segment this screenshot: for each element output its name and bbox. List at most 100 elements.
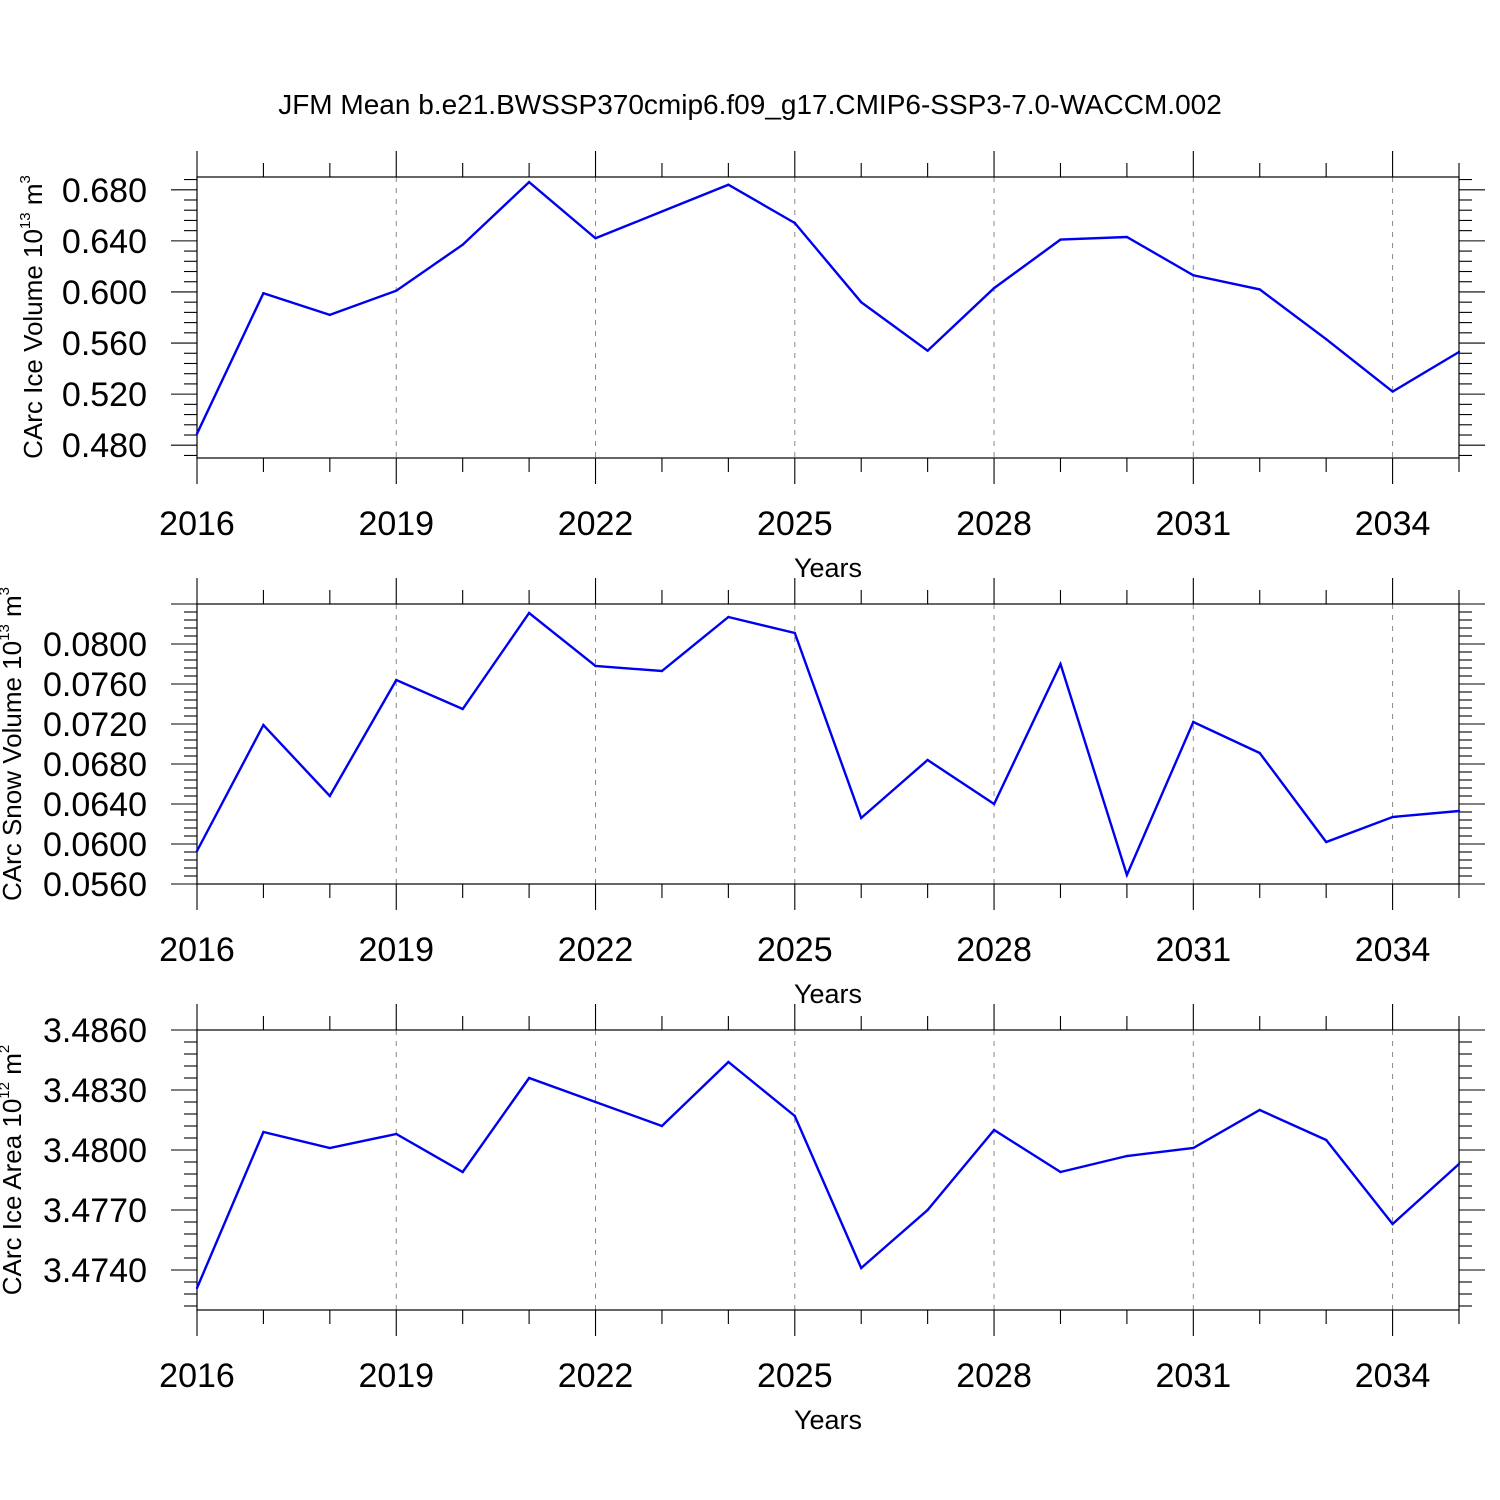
data-point <box>195 1286 199 1290</box>
y-tick-label: 0.600 <box>62 274 147 312</box>
data-point <box>1324 1138 1328 1142</box>
x-tick-label: 2025 <box>757 931 833 969</box>
data-point <box>926 1208 929 1212</box>
x-axis-label: Years <box>794 979 862 1009</box>
data-point <box>660 210 664 213</box>
data-point <box>594 237 597 240</box>
data-point <box>1391 390 1394 393</box>
data-point <box>660 1124 664 1128</box>
y-axis-label-exp: 13 <box>17 212 34 229</box>
data-point <box>1125 235 1129 239</box>
x-tick-label: 2028 <box>956 1357 1032 1395</box>
plot-frame <box>196 603 1460 885</box>
data-point <box>992 1128 996 1132</box>
panel-2: 2016 2019 2022 2025 2028 2031 2034Years0.05600… <box>0 578 1485 1009</box>
y-tick-label: 0.520 <box>62 376 147 414</box>
data-point <box>860 1266 863 1270</box>
y-tick-label: 0.0640 <box>43 786 147 824</box>
y-tick-label: 0.0760 <box>43 666 147 704</box>
data-point <box>395 289 398 292</box>
x-tick-label: 2031 <box>1155 505 1231 543</box>
y-axis-label-unit: m <box>0 595 27 624</box>
panels: 2016 2019 2022 2025 2028 2031 2034 Years 0.480 0.… <box>0 151 1485 1435</box>
data-point <box>1059 662 1062 666</box>
data-point <box>1258 288 1261 291</box>
data-point <box>926 758 929 762</box>
data-point <box>793 631 796 635</box>
data-point <box>594 1100 597 1104</box>
data-point <box>860 816 863 820</box>
y-axis-label: CArc Ice Volume 1013 m3 <box>17 175 48 459</box>
x-tick-label: 2022 <box>558 505 634 543</box>
y-axis-label: CArc Snow Volume 1013 m3 <box>0 587 27 901</box>
y-axis-label-exp: 12 <box>0 1082 13 1099</box>
plot-frame <box>196 176 1460 459</box>
data-point <box>328 794 332 798</box>
data-point <box>1125 1154 1129 1158</box>
x-tick-label: 2016 <box>159 1357 235 1395</box>
y-tick-label: 0.0720 <box>43 706 147 744</box>
x-tick-label: 2022 <box>558 931 634 969</box>
data-point <box>926 349 929 352</box>
plot-frame <box>196 1029 1460 1311</box>
data-point <box>1059 1170 1062 1174</box>
data-point <box>727 1060 730 1064</box>
x-tick-label: 2019 <box>358 1357 434 1395</box>
data-point <box>328 313 332 317</box>
data-point <box>727 615 730 619</box>
data-point <box>395 1132 398 1136</box>
data-point <box>1391 1222 1394 1226</box>
data-point <box>461 1170 464 1174</box>
y-tick-label: 0.480 <box>62 427 147 465</box>
data-point <box>527 1076 531 1080</box>
data-point <box>1192 720 1195 724</box>
y-axis-label: CArc Ice Area 1012 m2 <box>0 1045 27 1295</box>
y-axis-label-unit-exp: 3 <box>17 175 34 183</box>
panel-1: 2016 2019 2022 2025 2028 2031 2034 Years 0.480 0.… <box>17 151 1485 583</box>
x-tick-label: 2016 <box>159 505 235 543</box>
y-tick-label: 0.0600 <box>43 826 147 864</box>
y-tick-label: 3.4800 <box>43 1132 147 1170</box>
series-line <box>195 180 1460 435</box>
data-point <box>262 292 265 295</box>
data-point <box>1192 274 1195 277</box>
y-axis-label-main: CArc Ice Area 10 <box>0 1099 27 1296</box>
x-tick-label: 2019 <box>358 505 434 543</box>
y-axis-label-unit: m <box>18 183 48 212</box>
x-tick-label: 2031 <box>1155 1357 1231 1395</box>
data-point <box>992 286 996 290</box>
data-point <box>461 243 464 246</box>
data-point <box>1192 1146 1195 1150</box>
x-axis-label: Years <box>794 553 862 583</box>
data-point <box>1324 840 1328 844</box>
y-axis-label-unit-exp: 3 <box>0 587 13 595</box>
x-tick-label: 2025 <box>757 1357 833 1395</box>
y-tick-label: 3.4770 <box>43 1192 147 1230</box>
x-tick-label: 2034 <box>1355 931 1431 969</box>
x-tick-label: 2031 <box>1155 931 1231 969</box>
x-tick-label: 2034 <box>1355 505 1431 543</box>
data-point <box>1457 809 1461 813</box>
x-tick-label: 2034 <box>1355 1357 1431 1395</box>
data-point <box>1258 1108 1261 1112</box>
data-point <box>527 611 531 615</box>
y-tick-label: 0.0680 <box>43 746 147 784</box>
data-point <box>1457 1162 1461 1166</box>
data-point <box>262 723 265 727</box>
y-axis-label-main: CArc Ice Volume 10 <box>18 229 48 459</box>
y-tick-label: 3.4860 <box>43 1012 147 1050</box>
chart-title: JFM Mean b.e21.BWSSP370cmip6.f09_g17.CMI… <box>278 89 1222 120</box>
data-point <box>195 432 199 435</box>
data-point <box>660 669 664 673</box>
x-tick-label: 2028 <box>956 931 1032 969</box>
x-axis-label: Years <box>794 1405 862 1435</box>
x-tick-label: 2025 <box>757 505 833 543</box>
data-point <box>262 1130 265 1134</box>
data-point <box>527 180 531 184</box>
data-point <box>195 849 199 853</box>
data-point <box>328 1146 332 1150</box>
y-tick-label: 3.4740 <box>43 1252 147 1290</box>
y-tick-label: 0.0560 <box>43 866 147 904</box>
y-axis-label-exp: 13 <box>0 624 13 641</box>
